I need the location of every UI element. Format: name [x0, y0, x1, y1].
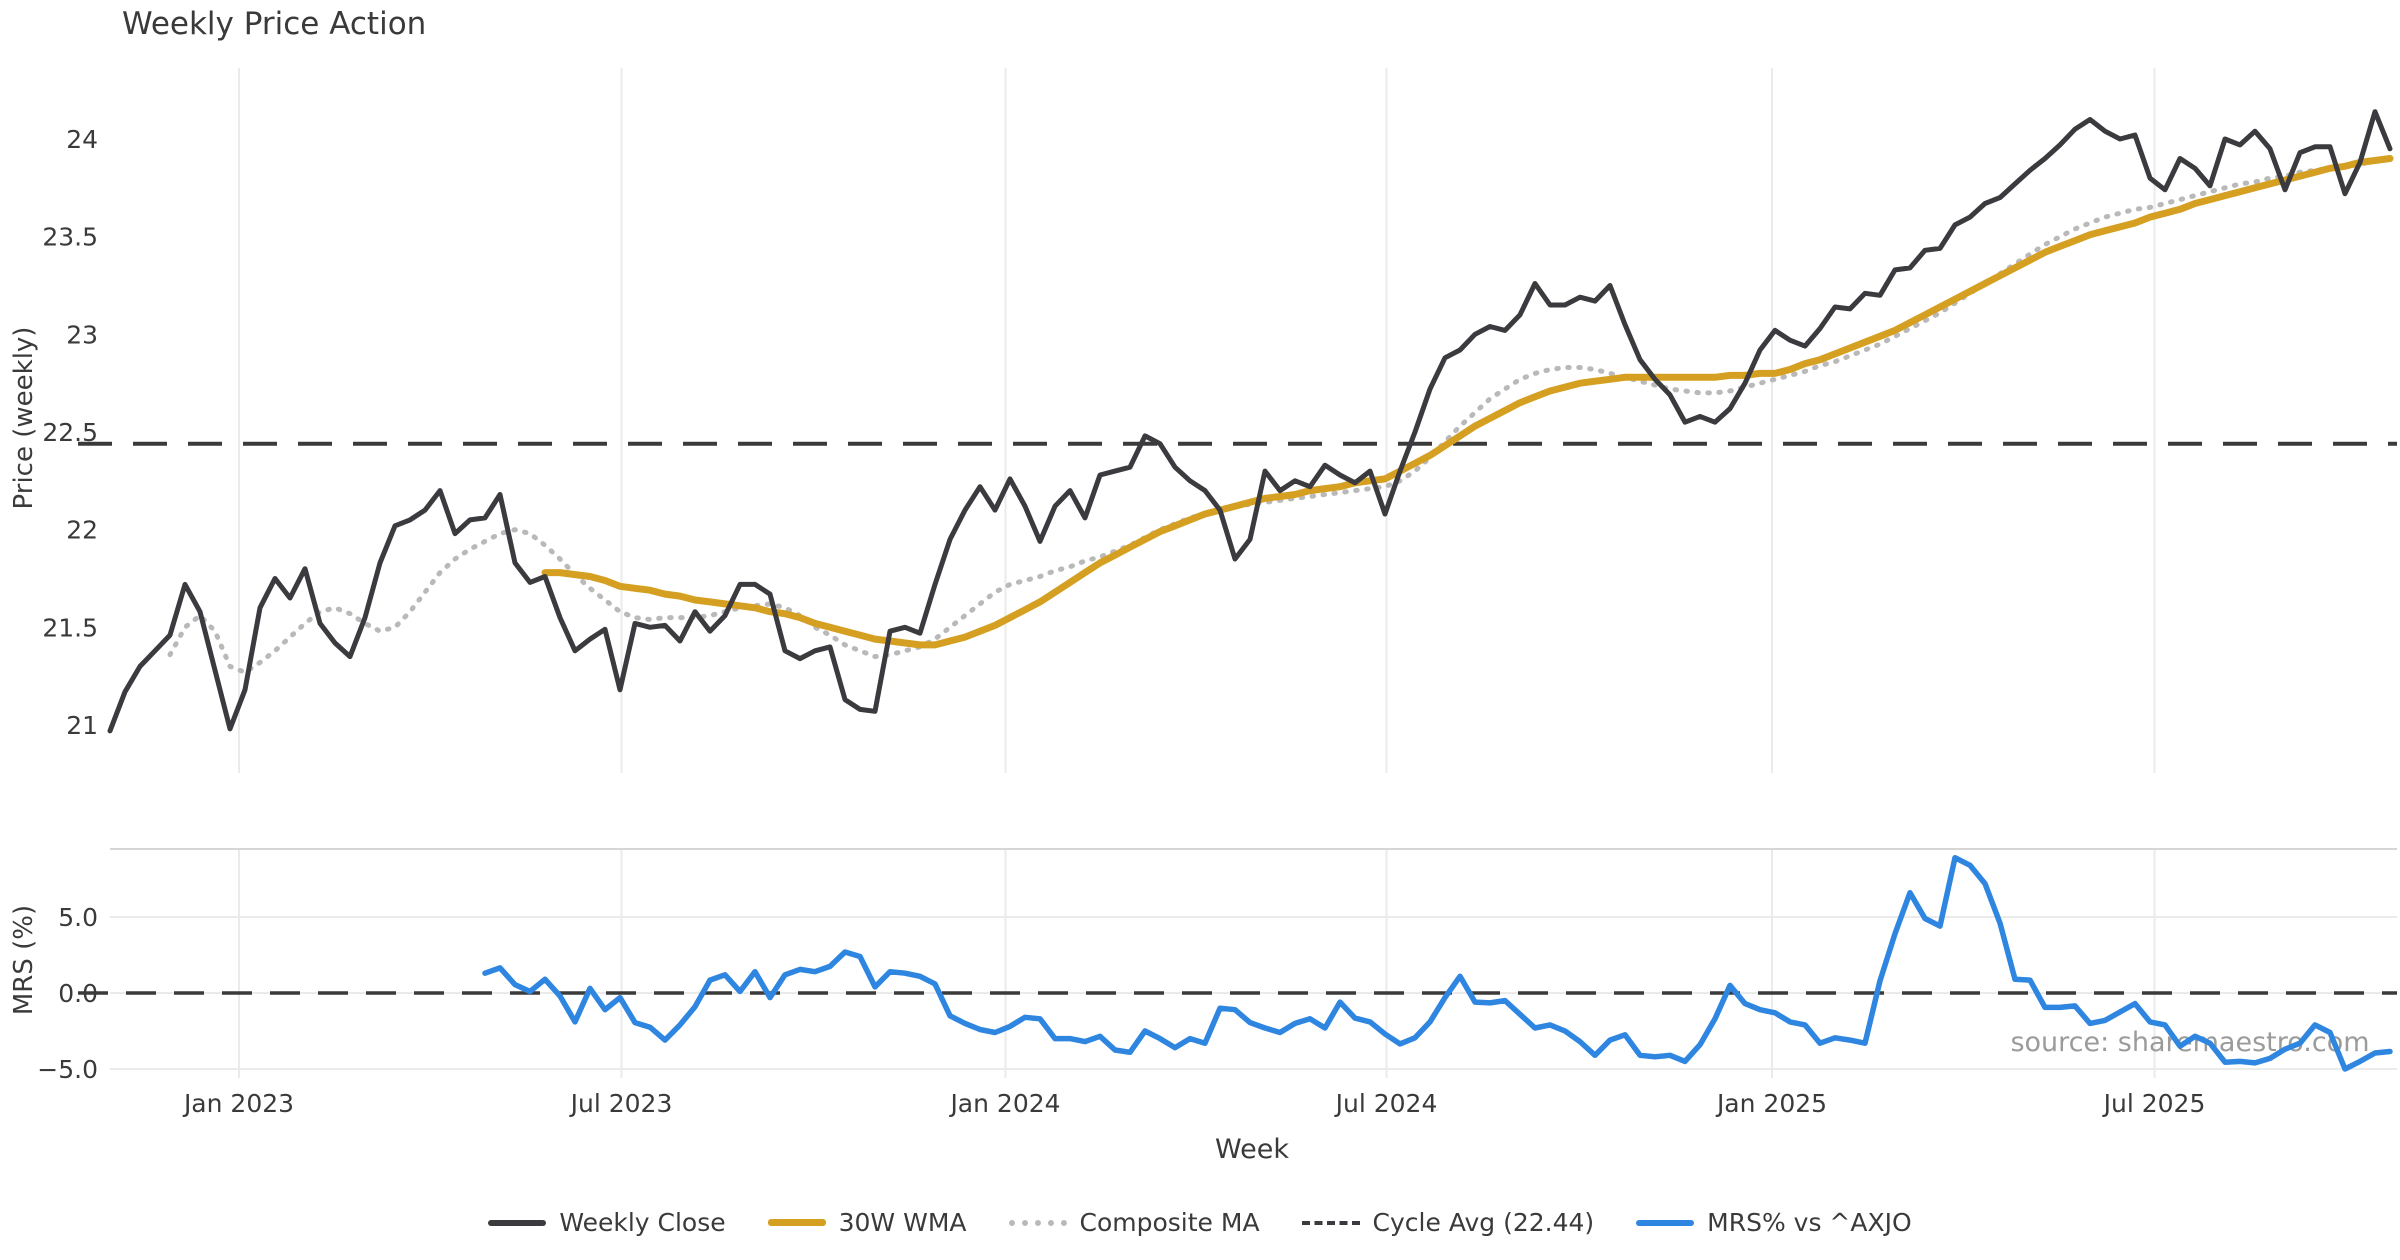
composite-ma-line: [167, 156, 2393, 675]
mrs-ytick-label: 0.0: [58, 979, 98, 1008]
mrs-ytick-label: −5.0: [37, 1055, 98, 1084]
price-ytick-label: 22.5: [42, 418, 98, 447]
price-ytick-label: 24: [66, 125, 98, 154]
mrs-ytick-label: 5.0: [58, 903, 98, 932]
xtick-label: Jul 2024: [1334, 1089, 1438, 1118]
xtick-label: Jan 2025: [1715, 1089, 1827, 1118]
price-ytick-label: 21: [66, 711, 98, 740]
30w-wma-line: [541, 155, 2394, 649]
weekly-close-line: [107, 109, 2393, 734]
legend-item-wma: 30W WMA: [767, 1208, 967, 1237]
legend-item-cycle-avg: Cycle Avg (22.44): [1301, 1208, 1595, 1237]
chart-title: Weekly Price Action: [122, 6, 427, 42]
price-ytick-label: 23.5: [42, 223, 98, 252]
xtick-label: Jul 2025: [2102, 1089, 2206, 1118]
legend-label: Composite MA: [1079, 1208, 1260, 1237]
cycle-avg-line-swatch: [1301, 1220, 1360, 1225]
legend-item-composite-ma: Composite MA: [1008, 1208, 1260, 1237]
mrs-line-swatch: [1636, 1219, 1695, 1226]
price-ytick-label: 23: [66, 320, 98, 349]
legend-item-weekly-close: Weekly Close: [488, 1208, 726, 1237]
weekly-close-line-swatch: [488, 1219, 547, 1226]
xtick-label: Jan 2024: [948, 1089, 1060, 1118]
legend-label: Weekly Close: [559, 1208, 726, 1237]
legend-item-mrs: MRS% vs ^AXJO: [1636, 1208, 1912, 1237]
price-ytick-label: 22: [66, 516, 98, 545]
composite-ma-line-swatch: [1008, 1219, 1067, 1226]
week-axis-label: Week: [1215, 1134, 1289, 1165]
wma-line-swatch: [767, 1219, 826, 1226]
legend: Weekly Close 30W WMA Composite MA Cycle …: [0, 1208, 2400, 1237]
xtick-label: Jan 2023: [182, 1089, 294, 1118]
price-ytick-label: 21.5: [42, 613, 98, 642]
mrs-line: [482, 854, 2393, 1072]
legend-label: 30W WMA: [838, 1208, 967, 1237]
legend-label: Cycle Avg (22.44): [1372, 1208, 1595, 1237]
legend-label: MRS% vs ^AXJO: [1707, 1208, 1912, 1237]
xtick-label: Jul 2023: [569, 1089, 673, 1118]
